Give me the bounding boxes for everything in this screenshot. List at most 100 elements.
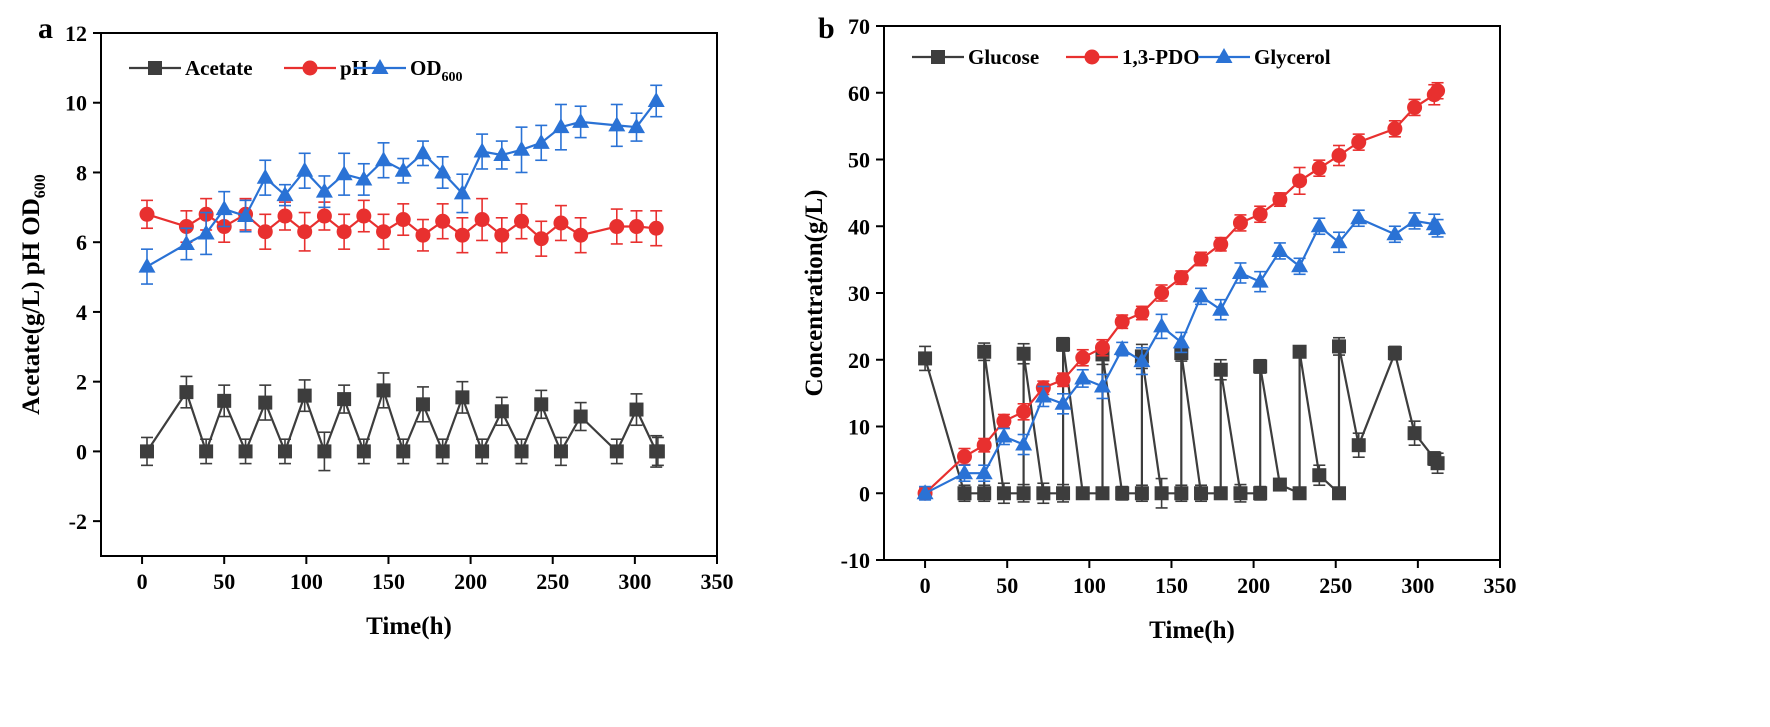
data-point [647,91,665,107]
plot-frame [100,32,718,557]
legend-marker [302,60,318,76]
x-tick-label: 300 [618,569,651,594]
data-point [996,413,1012,429]
data-point [916,484,934,500]
data-point [434,163,452,179]
panel-label: a [38,12,53,45]
data-point [1153,317,1171,333]
data-point [1173,270,1189,286]
data-point [609,219,625,235]
y-tick-label: -10 [841,548,870,573]
data-point [1386,225,1404,241]
data-point [1154,486,1169,501]
series-od [138,84,665,285]
y-tick-label: 6 [76,230,87,255]
data-point [1387,121,1403,137]
data-point [1292,486,1307,501]
series-glucose [918,336,1445,509]
data-point [375,151,393,167]
legend-item: Glucose [912,45,1039,69]
legend-item: Glycerol [1198,45,1331,69]
series-acetate [139,372,665,472]
data-point [995,427,1013,443]
data-point [1310,217,1328,233]
data-point [197,224,215,240]
data-point [1292,344,1307,359]
data-point [533,231,549,247]
y-axis: -10 0 10 20 30 40 50 60 70 [841,14,884,573]
data-point [396,444,411,459]
data-point [1056,337,1071,352]
x-tick-label: 200 [454,569,487,594]
series-glycerol [916,209,1447,501]
y-tick-label: -2 [69,509,87,534]
data-point [629,219,645,235]
y-tick-label: 0 [76,439,87,464]
data-point [376,224,392,240]
legend-label: 1,3-PDO [1122,45,1200,69]
y-tick-label: 60 [848,81,870,106]
series-line [924,344,1439,496]
x-axis-label: Time(h) [366,613,452,640]
data-point [277,444,292,459]
data-point [648,220,664,236]
data-point [277,208,293,224]
data-point [139,444,154,459]
y-axis-label: Acetate(g/L) pH OD600 [18,174,49,415]
x-tick-label: 250 [536,569,569,594]
data-point [956,449,972,465]
data-point [337,392,352,407]
legend-marker [1084,49,1100,65]
data-point [395,212,411,228]
legend-marker [931,50,945,64]
data-point [297,224,313,240]
data-point [1253,359,1268,374]
data-point [1232,215,1248,231]
y-tick-label: 70 [848,14,870,39]
data-point [629,402,644,417]
data-point [1074,369,1092,385]
data-point [534,397,549,412]
data-point [514,213,530,229]
data-point [1213,486,1228,501]
data-point [532,133,550,149]
legend-marker [1215,48,1233,63]
data-point [1311,160,1327,176]
data-point [1054,394,1072,410]
x-tick-label: 300 [1401,573,1434,598]
data-point [1272,192,1288,208]
data-point [553,215,569,231]
data-point [1113,340,1131,356]
x-tick-label: 0 [920,573,931,598]
data-point [1193,251,1209,267]
data-point [1291,257,1309,273]
chart-panel-a: a 0 50 100 150 200 250 300 350 Time(h) -2 0 2 4 6 8 10 12… [18,12,734,640]
data-point [1213,362,1228,377]
data-point [1233,486,1248,501]
data-point [415,397,430,412]
data-point [996,486,1011,501]
legend-marker [148,61,162,75]
data-point [1134,305,1150,321]
data-point [494,227,510,243]
data-point [215,200,233,216]
y-axis-label-subscript: 600 [32,174,49,198]
data-point [1231,263,1249,279]
data-point [473,142,491,158]
legend-item: 1,3-PDO [1066,45,1200,69]
data-point [1016,346,1031,361]
data-point [609,444,624,459]
data-point [1134,486,1149,501]
data-point [1034,387,1052,403]
x-tick-label: 150 [1155,573,1188,598]
data-point [1095,486,1110,501]
data-point [276,186,294,202]
y-tick-label: 12 [65,21,87,46]
data-point [1312,468,1327,483]
data-point [955,464,973,480]
data-point [1332,486,1347,501]
data-point [1213,236,1229,252]
data-point [1172,333,1190,349]
data-point [179,385,194,400]
y-axis: -2 0 2 4 6 8 10 12 [65,21,101,534]
